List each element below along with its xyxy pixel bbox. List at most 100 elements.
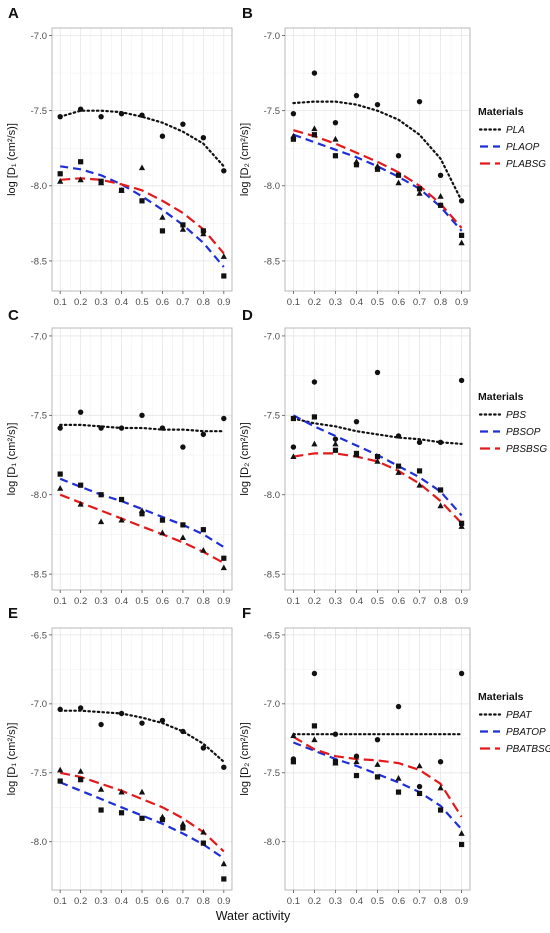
data-point-plaop <box>180 522 186 528</box>
y-axis-label: log [D₁ (cm²/s)] <box>6 723 18 796</box>
panel-a: 0.1 0.2 0.3 0.4 0.5 0.6 0.7 0.8 0.9 -7.0 -7.5 -8.0 -… <box>6 5 233 308</box>
fit-line-plaop <box>293 133 463 232</box>
data-point-pla <box>395 153 402 159</box>
data-point-plaop <box>290 136 297 142</box>
y-axis-label: log [D₂ (cm²/s)] <box>239 722 251 795</box>
panel-f: 0.1 0.2 0.3 0.4 0.5 0.6 0.7 0.8 0.9 -6.5 -7.0 -7.5 -… <box>239 605 471 907</box>
fit-line-pbat <box>59 709 225 763</box>
y-axis-label: log [D₁ (cm²/s)] <box>6 423 18 496</box>
data-point-plabsg <box>77 500 84 507</box>
legend-label-pbat: PBAT <box>506 710 532 721</box>
data-point-pbat <box>332 731 339 737</box>
data-point-pbsbsg <box>395 469 402 475</box>
data-point-plabsg <box>311 125 318 132</box>
x-tick-label: 0.4 <box>350 896 363 907</box>
data-point-pbatbsg <box>200 828 207 835</box>
data-point-plabsg <box>57 485 64 491</box>
data-point-pla <box>374 101 381 108</box>
y-tick-label: -8.0 <box>264 490 280 501</box>
data-point-pbat <box>77 705 84 711</box>
y-tick-label: -8.0 <box>31 837 47 848</box>
panel-letter: D <box>242 307 253 324</box>
data-point-pbat <box>437 759 444 765</box>
data-point-plabsg <box>332 135 339 142</box>
data-point-plabsg <box>200 230 207 237</box>
data-point-pbatop <box>159 817 166 823</box>
x-tick-label: 0.5 <box>371 596 384 607</box>
x-tick-label: 0.4 <box>115 896 128 907</box>
data-point-plabsg <box>220 564 227 571</box>
data-point-plaop <box>98 492 104 498</box>
x-tick-label: 0.6 <box>392 297 405 308</box>
data-point-plaop <box>118 496 125 503</box>
fit-line-pbatop <box>292 741 463 831</box>
data-point-pla <box>458 198 465 204</box>
data-point-plaop <box>458 232 465 238</box>
legend: Materials PLA PLAOP PLABSG <box>478 106 546 170</box>
data-point-plaop <box>159 517 166 523</box>
data-point-pbat <box>180 728 186 735</box>
y-tick-label: -6.5 <box>264 630 280 641</box>
data-point-pbsop <box>374 454 381 460</box>
x-tick-label: 0.3 <box>94 596 107 607</box>
data-point-pla <box>118 110 125 117</box>
legend-label-pbatop: PBATOP <box>506 727 546 738</box>
x-tick-label: 0.8 <box>434 297 447 308</box>
data-point-plabsg <box>138 164 146 171</box>
data-point-plabsg <box>97 518 105 525</box>
data-point-pbatop <box>437 807 444 813</box>
x-tick-label: 0.4 <box>350 596 363 607</box>
y-tick-label: -7.5 <box>31 768 47 779</box>
fit-line-pbsbsg <box>293 452 463 525</box>
data-point-pbs <box>458 377 465 384</box>
x-tick-label: 0.7 <box>176 896 189 907</box>
data-point-plabsg <box>220 253 227 259</box>
y-axis-label: log [D₁ (cm²/s)] <box>6 123 18 196</box>
x-tick-label: 0.3 <box>329 297 342 308</box>
legend-title: Materials <box>478 691 524 703</box>
data-point-plaop <box>437 202 444 208</box>
x-tick-label: 0.7 <box>413 896 426 907</box>
data-point-plabsg <box>200 547 207 553</box>
data-point-pbatbsg <box>118 788 125 795</box>
data-point-pbatop <box>311 723 318 729</box>
data-point-pbs <box>311 379 318 385</box>
data-point-pbatop <box>118 810 125 816</box>
data-point-plabsg <box>374 162 381 169</box>
fit-line-pbs <box>292 417 463 445</box>
data-point-pbs <box>437 439 444 446</box>
x-tick-label: 0.5 <box>371 896 384 907</box>
y-tick-label: -8.0 <box>264 181 280 192</box>
y-tick-label: -7.0 <box>31 331 47 342</box>
x-tick-label: 0.4 <box>115 297 128 308</box>
y-axis-label: log [D₂ (cm²/s)] <box>239 422 251 495</box>
x-tick-label: 0.9 <box>217 297 230 308</box>
data-point-pla <box>159 425 166 431</box>
legend-label-pbatbsg: PBATBSG <box>506 744 550 755</box>
data-point-pla <box>332 119 339 126</box>
data-point-pbatop <box>98 807 104 813</box>
panel-letter: E <box>8 605 18 622</box>
x-tick-label: 0.3 <box>329 896 342 907</box>
x-tick-label: 0.1 <box>287 297 300 308</box>
data-point-pla <box>180 121 186 127</box>
data-point-pla <box>200 135 207 141</box>
data-point-pbatbsg <box>437 784 444 791</box>
x-tick-label: 0.5 <box>371 297 384 308</box>
data-point-pbs <box>353 418 360 425</box>
data-point-pla <box>200 431 207 438</box>
data-point-pbs <box>395 433 402 439</box>
data-point-pbatop <box>57 778 63 784</box>
data-point-plabsg <box>138 507 146 514</box>
data-point-pbatbsg <box>57 766 64 773</box>
data-point-pbatbsg <box>374 761 381 767</box>
data-point-pla <box>77 106 84 112</box>
data-point-pbat <box>353 753 360 759</box>
data-point-plabsg <box>179 534 187 540</box>
legend: Materials PBAT PBATOP PBATBSG <box>478 691 550 755</box>
data-point-pla <box>98 425 104 431</box>
data-point-pbatbsg <box>353 758 360 765</box>
x-tick-label: 0.8 <box>197 596 210 607</box>
data-point-pla <box>180 444 186 450</box>
y-tick-label: -8.5 <box>31 256 47 267</box>
